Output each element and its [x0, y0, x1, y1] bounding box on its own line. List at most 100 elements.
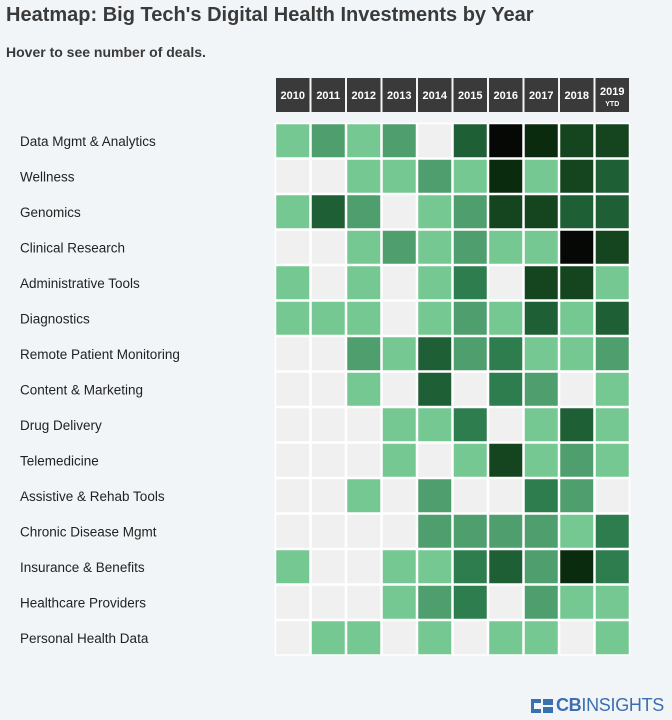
cb-logo-icon — [530, 698, 553, 713]
column-header-bg — [489, 78, 523, 112]
heatmap-cell: Administrative Tools 2019: 1 — [594, 264, 631, 301]
heatmap-cell: Assistive & Rehab Tools 2013: 0 — [381, 477, 418, 514]
heatmap-cell: Clinical Research 2018: 7 — [558, 229, 595, 266]
heatmap-cell: Insurance & Benefits 2012: 0 — [345, 548, 382, 585]
heatmap-cell: Diagnostics 2012: 1 — [345, 300, 382, 337]
row-label: Personal Health Data — [20, 631, 149, 646]
heatmap-cell: Drug Delivery 2019: 1 — [594, 406, 631, 443]
heatmap-cell: Remote Patient Monitoring 2010: 0 — [274, 335, 311, 372]
heatmap-cell: Healthcare Providers 2011: 0 — [310, 584, 347, 621]
heatmap-cell: Insurance & Benefits 2015: 3 — [452, 548, 489, 585]
heatmap-cell: Wellness 2018: 5 — [558, 158, 595, 195]
heatmap-cell: Remote Patient Monitoring 2012: 2 — [345, 335, 382, 372]
row-label: Healthcare Providers — [20, 595, 146, 610]
column-header-label: 2019 — [600, 86, 624, 98]
heatmap-cell: Administrative Tools 2015: 3 — [452, 264, 489, 301]
heatmap-cell: Administrative Tools 2016: 0 — [487, 264, 524, 301]
heatmap-cell: Healthcare Providers 2016: 0 — [487, 584, 524, 621]
heatmap-cell: Content & Marketing 2014: 4 — [416, 371, 453, 408]
heatmap-cell: Insurance & Benefits 2017: 2 — [523, 548, 560, 585]
row-label: Telemedicine — [20, 453, 99, 468]
logo-text: CBINSIGHTS — [555, 695, 664, 715]
heatmap-cell: Wellness 2012: 1 — [345, 158, 382, 195]
chart-title: Heatmap: Big Tech's Digital Health Inves… — [6, 4, 534, 26]
heatmap-cell: Data Mgmt & Analytics 2011: 2 — [310, 122, 347, 159]
heatmap-cell: Wellness 2014: 2 — [416, 158, 453, 195]
heatmap-cell: Healthcare Providers 2014: 2 — [416, 584, 453, 621]
column-header-bg — [595, 78, 629, 112]
heatmap-cell: Chronic Disease Mgmt 2012: 0 — [345, 513, 382, 550]
heatmap-cell: Personal Health Data 2019: 1 — [594, 619, 631, 656]
heatmap-cell: Diagnostics 2019: 4 — [594, 300, 631, 337]
heatmap-cell: Chronic Disease Mgmt 2010: 0 — [274, 513, 311, 550]
heatmap-cell: Genomics 2010: 1 — [274, 193, 311, 230]
heatmap-cell: Drug Delivery 2010: 0 — [274, 406, 311, 443]
heatmap-cell: Diagnostics 2014: 1 — [416, 300, 453, 337]
heatmap-cell: Drug Delivery 2012: 0 — [345, 406, 382, 443]
heatmap-cell: Data Mgmt & Analytics 2014: 0 — [416, 122, 453, 159]
heatmap-cell: Wellness 2013: 1 — [381, 158, 418, 195]
heatmap-cell: Drug Delivery 2018: 4 — [558, 406, 595, 443]
column-header-bg — [453, 78, 487, 112]
heatmap-cell: Insurance & Benefits 2018: 6 — [558, 548, 595, 585]
heatmap-cell: Assistive & Rehab Tools 2017: 3 — [523, 477, 560, 514]
heatmap-cell: Genomics 2018: 4 — [558, 193, 595, 230]
cb-insights-logo: CBINSIGHTS — [530, 695, 664, 716]
row-label: Content & Marketing — [20, 382, 143, 397]
heatmap-cell: Chronic Disease Mgmt 2013: 0 — [381, 513, 418, 550]
row-label: Wellness — [20, 169, 75, 184]
heatmap-cell: Healthcare Providers 2012: 0 — [345, 584, 382, 621]
heatmap-cell: Diagnostics 2017: 4 — [523, 300, 560, 337]
heatmap-cell: Data Mgmt & Analytics 2012: 1 — [345, 122, 382, 159]
heatmap-cell: Clinical Research 2019: 5 — [594, 229, 631, 266]
row-label: Administrative Tools — [20, 276, 140, 291]
heatmap-cell: Telemedicine 2016: 5 — [487, 442, 524, 479]
heatmap-cell: Administrative Tools 2018: 5 — [558, 264, 595, 301]
column-header-bg — [276, 78, 310, 112]
heatmap-cell: Insurance & Benefits 2019: 3 — [594, 548, 631, 585]
heatmap-cell: Remote Patient Monitoring 2018: 1 — [558, 335, 595, 372]
heatmap-cell: Telemedicine 2017: 1 — [523, 442, 560, 479]
column-header-label: 2018 — [565, 90, 589, 102]
heatmap-cell: Genomics 2016: 5 — [487, 193, 524, 230]
heatmap-cell: Insurance & Benefits 2011: 0 — [310, 548, 347, 585]
heatmap-cell: Content & Marketing 2015: 0 — [452, 371, 489, 408]
column-header-bg — [382, 78, 416, 112]
row-label: Chronic Disease Mgmt — [20, 524, 157, 539]
heatmap-cell: Drug Delivery 2013: 1 — [381, 406, 418, 443]
heatmap-cell: Telemedicine 2011: 0 — [310, 442, 347, 479]
heatmap-cell: Genomics 2017: 5 — [523, 193, 560, 230]
heatmap-cell: Healthcare Providers 2019: 1 — [594, 584, 631, 621]
column-header-bg — [347, 78, 381, 112]
heatmap-cell: Drug Delivery 2011: 0 — [310, 406, 347, 443]
heatmap-cell: Personal Health Data 2018: 0 — [558, 619, 595, 656]
heatmap-cell: Clinical Research 2012: 1 — [345, 229, 382, 266]
heatmap-cell: Content & Marketing 2017: 2 — [523, 371, 560, 408]
heatmap-cell: Telemedicine 2015: 1 — [452, 442, 489, 479]
chart-subtitle: Hover to see number of deals. — [6, 44, 206, 60]
heatmap-cell: Healthcare Providers 2013: 1 — [381, 584, 418, 621]
heatmap-cell: Genomics 2011: 4 — [310, 193, 347, 230]
heatmap-cell: Healthcare Providers 2010: 0 — [274, 584, 311, 621]
heatmap-cell: Personal Health Data 2011: 1 — [310, 619, 347, 656]
heatmap-cell: Data Mgmt & Analytics 2010: 1 — [274, 122, 311, 159]
heatmap-cell: Content & Marketing 2011: 0 — [310, 371, 347, 408]
heatmap-cell: Healthcare Providers 2017: 2 — [523, 584, 560, 621]
heatmap-cell: Chronic Disease Mgmt 2018: 1 — [558, 513, 595, 550]
heatmap-cell: Data Mgmt & Analytics 2015: 4 — [452, 122, 489, 159]
heatmap-cell: Clinical Research 2011: 0 — [310, 229, 347, 266]
column-header-label: 2012 — [352, 90, 376, 102]
heatmap-cell: Chronic Disease Mgmt 2019: 3 — [594, 513, 631, 550]
column-header-label: 2017 — [529, 90, 553, 102]
heatmap-cell: Remote Patient Monitoring 2019: 2 — [594, 335, 631, 372]
heatmap-cell: Insurance & Benefits 2013: 1 — [381, 548, 418, 585]
heatmap-cell: Data Mgmt & Analytics 2018: 5 — [558, 122, 595, 159]
heatmap-cell: Data Mgmt & Analytics 2017: 6 — [523, 122, 560, 159]
heatmap-cell: Genomics 2015: 2 — [452, 193, 489, 230]
heatmap-cell: Insurance & Benefits 2010: 1 — [274, 548, 311, 585]
heatmap-cell: Drug Delivery 2017: 1 — [523, 406, 560, 443]
heatmap-cell: Assistive & Rehab Tools 2019: 0 — [594, 477, 631, 514]
row-label: Remote Patient Monitoring — [20, 347, 180, 362]
heatmap-cell: Wellness 2010: 0 — [274, 158, 311, 195]
heatmap-cell: Genomics 2019: 4 — [594, 193, 631, 230]
